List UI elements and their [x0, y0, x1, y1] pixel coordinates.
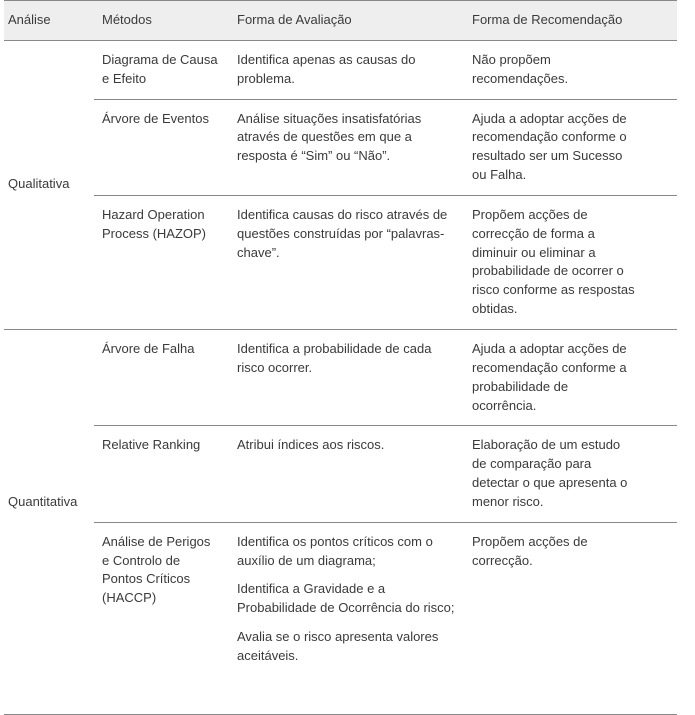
- cell-avaliacao: Análise situações insatisfatórias atravé…: [229, 100, 464, 195]
- cell-recomendacao: Propõem acções de correcção.: [464, 523, 644, 676]
- table-row: Hazard Operation Process (HAZOP) Identif…: [94, 195, 677, 329]
- table-row: Diagrama de Causa e Efeito Identifica ap…: [94, 41, 677, 99]
- group-body-quantitativa: Árvore de Falha Identifica a probabilida…: [94, 330, 677, 676]
- table-header-row: Análise Métodos Forma de Avaliação Forma…: [4, 0, 677, 41]
- cell-avaliacao: Atribui índices aos riscos.: [229, 426, 464, 521]
- col-header-metodos: Métodos: [94, 1, 229, 40]
- cell-avaliacao-p2: Identifica a Gravidade e a Probabilidade…: [237, 580, 456, 618]
- group-quantitativa: Quantitativa Árvore de Falha Identifica …: [4, 330, 677, 676]
- table-row: Análise de Perigos e Controlo de Pontos …: [94, 522, 677, 676]
- group-label-qualitativa: Qualitativa: [4, 41, 94, 329]
- cell-metodo: Árvore de Eventos: [94, 100, 229, 195]
- cell-recomendacao: Ajuda a adoptar acções de recomendação c…: [464, 100, 644, 195]
- cell-metodo: Árvore de Falha: [94, 330, 229, 425]
- col-header-analise: Análise: [4, 1, 94, 40]
- cell-recomendacao: Ajuda a adoptar acções de recomendação c…: [464, 330, 644, 425]
- cell-metodo: Hazard Operation Process (HAZOP): [94, 196, 229, 329]
- group-label-text: Qualitativa: [8, 175, 69, 194]
- cell-avaliacao: Identifica a probabilidade de cada risco…: [229, 330, 464, 425]
- analysis-table: Análise Métodos Forma de Avaliação Forma…: [0, 0, 695, 715]
- cell-avaliacao-p3: Avalia se o risco apresenta valores acei…: [237, 628, 456, 666]
- table-row: Árvore de Eventos Análise situações insa…: [94, 99, 677, 195]
- cell-avaliacao: Identifica apenas as causas do problema.: [229, 41, 464, 99]
- cell-metodo: Análise de Perigos e Controlo de Pontos …: [94, 523, 229, 676]
- cell-metodo: Diagrama de Causa e Efeito: [94, 41, 229, 99]
- col-header-recomendacao: Forma de Recomendação: [464, 1, 644, 40]
- group-label-text: Quantitativa: [8, 493, 77, 512]
- table-row: Relative Ranking Atribui índices aos ris…: [94, 425, 677, 521]
- group-qualitativa: Qualitativa Diagrama de Causa e Efeito I…: [4, 41, 677, 330]
- col-header-avaliacao: Forma de Avaliação: [229, 1, 464, 40]
- group-body-qualitativa: Diagrama de Causa e Efeito Identifica ap…: [94, 41, 677, 329]
- cell-avaliacao: Identifica causas do risco através de qu…: [229, 196, 464, 329]
- cell-avaliacao: Identifica os pontos críticos com o auxí…: [229, 523, 464, 676]
- cell-recomendacao: Propõem acções de correcção de forma a d…: [464, 196, 644, 329]
- cell-metodo: Relative Ranking: [94, 426, 229, 521]
- table-row: Árvore de Falha Identifica a probabilida…: [94, 330, 677, 425]
- cell-recomendacao: Elaboração de um estudo de comparação pa…: [464, 426, 644, 521]
- cell-avaliacao-p1: Identifica os pontos críticos com o auxí…: [237, 533, 456, 571]
- group-label-quantitativa: Quantitativa: [4, 330, 94, 676]
- cell-recomendacao: Não propõem recomendações.: [464, 41, 644, 99]
